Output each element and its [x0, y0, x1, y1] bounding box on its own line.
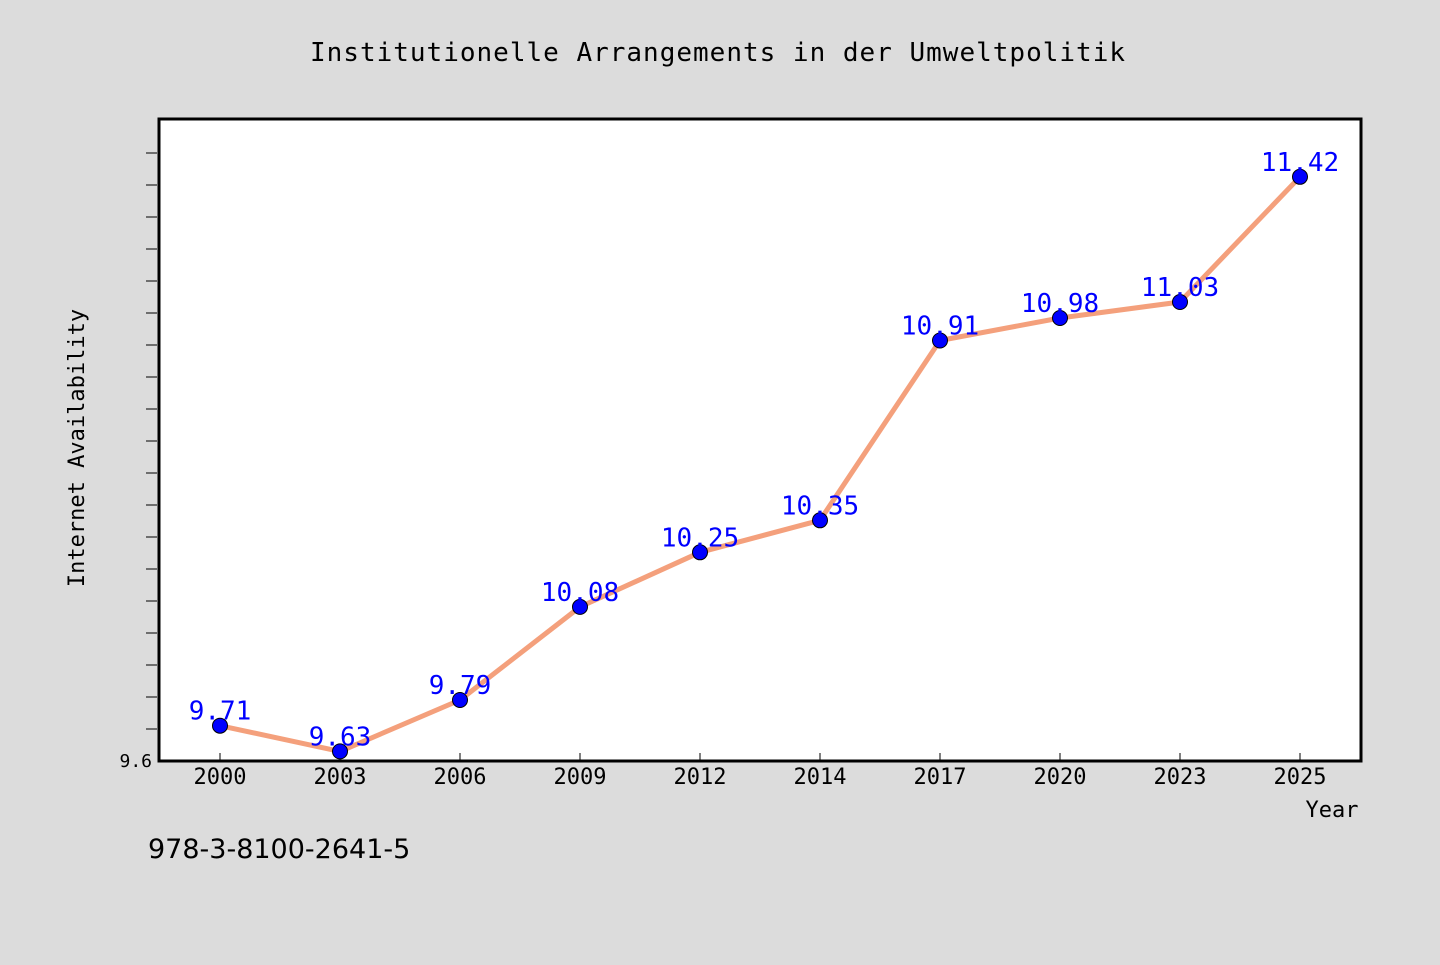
x-tick-label: 2009	[554, 765, 607, 790]
x-tick-label: 2014	[794, 765, 847, 790]
x-tick-label: 2003	[314, 765, 367, 790]
data-point	[212, 717, 228, 734]
x-tick-label: 2025	[1274, 765, 1327, 790]
data-label: 11.03	[1141, 273, 1219, 303]
series-markers	[212, 168, 1308, 760]
x-tick-label: 2023	[1154, 765, 1207, 790]
x-tick-label: 2017	[914, 765, 967, 790]
data-label: 10.08	[541, 578, 619, 608]
y-axis-title: Internet Availability	[65, 309, 90, 587]
x-tick-label: 2012	[674, 765, 727, 790]
data-point	[692, 544, 708, 561]
x-tick-label: 2000	[194, 765, 247, 790]
x-tick-label: 2006	[434, 765, 487, 790]
data-point	[452, 692, 468, 708]
series-line-group	[217, 174, 1303, 754]
data-label: 9.71	[189, 697, 252, 727]
x-tick-label: 2020	[1034, 765, 1087, 790]
y-axis-ticks: 9.6	[119, 152, 157, 772]
x-axis-ticks: 2000 2003 2006 2009 2012 2014 2017 2020 2023 2025	[194, 753, 1327, 790]
data-point	[932, 332, 948, 349]
data-label: 10.25	[661, 523, 739, 553]
series-line	[217, 174, 1303, 754]
data-point	[332, 743, 348, 760]
data-labels: 9.71 9.63 9.79 10.08 10.25 10.35 10.91 10.98 11.…	[189, 148, 1339, 753]
x-axis-title: Year	[1306, 798, 1359, 823]
data-point	[572, 598, 588, 615]
data-label: 11.42	[1261, 148, 1339, 178]
data-label: 10.98	[1021, 289, 1099, 319]
data-point	[812, 512, 828, 529]
data-label: 9.63	[309, 722, 372, 752]
data-point	[1052, 310, 1068, 326]
data-label: 10.35	[781, 491, 859, 521]
plot-area	[157, 117, 1363, 763]
data-label: 9.79	[429, 671, 492, 701]
chart-title: Institutionelle Arrangements in der Umwe…	[310, 38, 1126, 68]
footer-identifier: 978-3-8100-2641-5	[148, 834, 411, 865]
data-label: 10.91	[901, 312, 979, 342]
data-point	[1292, 168, 1308, 185]
y-tick-label: 9.6	[119, 751, 152, 772]
data-point	[1172, 294, 1188, 310]
